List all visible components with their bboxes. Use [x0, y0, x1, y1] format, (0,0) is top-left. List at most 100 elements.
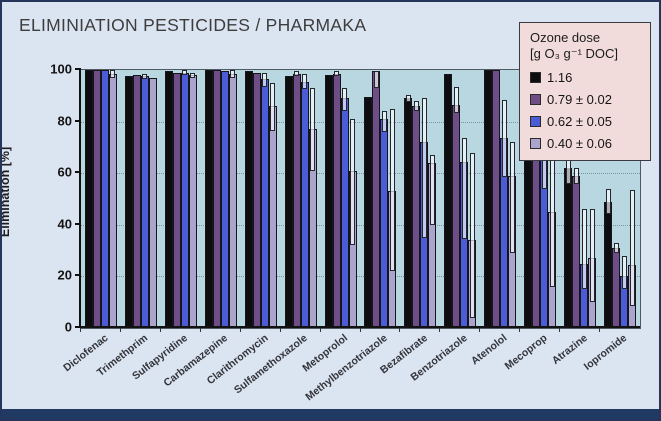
- error-bar-benzotriazole-s1: [453, 86, 459, 113]
- bar-carbamazepine-s1: [212, 70, 221, 328]
- error-bar-sulfapyridine-s3: [190, 72, 196, 78]
- x-tick-mark: [199, 328, 201, 332]
- error-bar-methylbenzotriazole-s2: [381, 111, 387, 132]
- legend-entries: 1.16 0.79 ± 0.02 0.62 ± 0.05 0.40 ± 0.06: [530, 70, 642, 151]
- bar-metoprolol-s1: [332, 73, 341, 328]
- bar-metoprolol-s0: [324, 75, 333, 328]
- error-bar-bezafibrate-s3: [429, 155, 435, 225]
- x-tick-mark: [559, 328, 561, 332]
- bar-atenolol-s1: [492, 70, 501, 328]
- bar-diclofenac-s0: [84, 70, 93, 328]
- gridline: [81, 276, 640, 278]
- legend-title-line1: Ozone dose: [530, 30, 601, 45]
- y-axis-line: [79, 68, 81, 328]
- legend-swatch-0: [530, 71, 541, 83]
- bar-sulfapyridine-s3: [188, 75, 197, 328]
- y-tick-mark: [75, 222, 80, 225]
- bar-carbamazepine-s0: [204, 70, 213, 328]
- bar-atrazine-s0: [564, 168, 573, 328]
- legend-swatch-2: [530, 115, 541, 127]
- bar-clarithromycin-s3: [268, 106, 277, 328]
- bar-sulfapyridine-s0: [164, 71, 173, 328]
- bar-trimethprim-s1: [132, 75, 141, 328]
- x-axis-line: [79, 326, 640, 328]
- bar-sulfamethoxazole-s0: [284, 76, 293, 328]
- bar-methylbenzotriazole-s1: [372, 71, 381, 328]
- error-bar-benzotriazole-s2: [461, 138, 467, 239]
- legend-label-2: 0.62 ± 0.05: [547, 113, 612, 129]
- error-bar-atrazine-s1: [573, 168, 579, 184]
- y-tick-label: 0: [64, 319, 72, 335]
- legend-entry-1: 0.79 ± 0.02: [530, 92, 642, 107]
- gridline: [81, 121, 640, 123]
- chart-title: ELIMINIATION PESTICIDES / PHARMAKA: [19, 15, 367, 35]
- error-bar-bezafibrate-s2: [421, 98, 427, 238]
- bar-sulfamethoxazole-s1: [292, 73, 301, 328]
- error-bar-metoprolol-s3: [350, 119, 356, 246]
- x-category-label-sulfamethoxazole: Sulfamethoxazole: [232, 332, 310, 397]
- y-tick-mark: [75, 171, 80, 174]
- legend-label-3: 0.40 ± 0.06: [547, 135, 612, 151]
- bar-bezafibrate-s1: [412, 106, 421, 328]
- bar-bezafibrate-s0: [404, 98, 413, 328]
- x-tick-mark: [279, 328, 281, 332]
- legend: Ozone dose [g O₃ g⁻¹ DOC] 1.16 0.79 ± 0.0…: [519, 22, 651, 161]
- y-axis-title: Elimination [%]: [0, 146, 12, 238]
- y-tick-label: 80: [57, 113, 72, 129]
- x-category-label-mecoprop: Mecoprop: [502, 332, 550, 373]
- error-bar-bezafibrate-s0: [405, 94, 411, 103]
- legend-label-0: 1.16: [547, 69, 573, 85]
- bar-diclofenac-s1: [92, 70, 101, 328]
- y-tick-label: 100: [50, 61, 72, 77]
- bar-iopromide-s0: [604, 201, 613, 328]
- bar-iopromide-s1: [612, 248, 621, 328]
- y-tick-label: 60: [57, 164, 72, 180]
- error-bar-mecoprop-s3: [549, 142, 555, 287]
- error-bar-trimethprim-s2: [142, 73, 148, 80]
- legend-entry-2: 0.62 ± 0.05: [530, 114, 642, 129]
- error-bar-atrazine-s2: [581, 209, 587, 290]
- bar-metoprolol-s2: [340, 98, 349, 328]
- error-bar-clarithromycin-s2: [262, 72, 268, 87]
- y-tick-label: 40: [57, 216, 72, 232]
- error-bar-sulfamethoxazole-s2: [302, 73, 308, 90]
- error-bar-metoprolol-s2: [342, 88, 348, 112]
- y-tick-mark: [75, 68, 80, 70]
- y-tick-mark: [75, 119, 80, 122]
- bar-carbamazepine-s3: [228, 73, 237, 328]
- gridline: [81, 173, 640, 175]
- error-bar-benzotriazole-s3: [469, 152, 475, 318]
- error-bar-atenolol-s3: [509, 142, 515, 254]
- x-tick-mark: [439, 328, 441, 332]
- bar-sulfamethoxazole-s2: [300, 81, 309, 328]
- bar-sulfapyridine-s2: [180, 72, 189, 328]
- error-bar-iopromide-s3: [629, 189, 635, 307]
- error-bar-atenolol-s2: [501, 99, 507, 178]
- bar-carbamazepine-s2: [220, 71, 229, 328]
- error-bar-methylbenzotriazole-s3: [389, 108, 395, 272]
- bar-benzotriazole-s0: [444, 73, 453, 328]
- x-tick-mark: [80, 328, 81, 332]
- bar-methylbenzotriazole-s2: [380, 119, 389, 328]
- x-tick-mark: [239, 328, 241, 332]
- x-tick-mark: [399, 328, 401, 332]
- error-bar-bezafibrate-s1: [413, 100, 419, 112]
- y-tick-mark: [75, 274, 80, 277]
- x-tick-mark: [119, 328, 121, 332]
- x-tick-mark: [479, 328, 481, 332]
- bar-clarithromycin-s1: [252, 72, 261, 328]
- error-bar-sulfamethoxazole-s3: [310, 88, 316, 171]
- legend-entry-0: 1.16: [530, 70, 642, 85]
- y-tick-label: 20: [57, 267, 72, 283]
- bar-diclofenac-s2: [100, 70, 109, 328]
- legend-swatch-1: [530, 93, 541, 105]
- legend-swatch-3: [530, 137, 541, 149]
- error-bar-atrazine-s3: [589, 209, 595, 303]
- x-tick-mark: [159, 328, 161, 332]
- x-tick-mark: [359, 328, 361, 332]
- error-bar-metoprolol-s1: [334, 71, 340, 77]
- bar-atenolol-s0: [484, 70, 493, 328]
- legend-entry-3: 0.40 ± 0.06: [530, 136, 642, 151]
- bar-diclofenac-s3: [108, 73, 117, 328]
